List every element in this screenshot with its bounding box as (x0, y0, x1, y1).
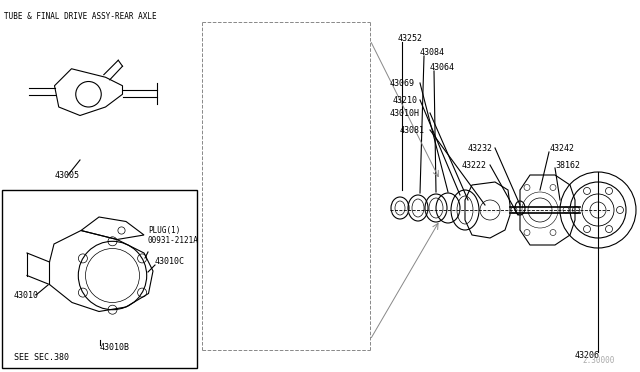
Text: 43069: 43069 (390, 78, 415, 87)
Text: 43010B: 43010B (100, 343, 130, 353)
Text: 38162: 38162 (555, 160, 580, 170)
Text: 43010H: 43010H (390, 109, 420, 118)
Text: 43242: 43242 (550, 144, 575, 153)
Text: 43064: 43064 (430, 62, 455, 71)
Text: SEE SEC.380: SEE SEC.380 (14, 353, 69, 362)
Text: PLUG(1): PLUG(1) (148, 225, 180, 234)
Text: 43206: 43206 (575, 350, 600, 359)
Bar (2, 190, 197, 368)
Text: 2.30000: 2.30000 (582, 356, 615, 365)
Text: 43210: 43210 (393, 96, 418, 105)
Text: 43005: 43005 (55, 170, 80, 180)
Text: 43232: 43232 (468, 144, 493, 153)
Text: 43252: 43252 (398, 33, 423, 42)
Text: 00931-2121A: 00931-2121A (148, 235, 199, 244)
Text: 43010C: 43010C (155, 257, 185, 266)
Text: 43010: 43010 (14, 291, 39, 299)
Text: 43222: 43222 (462, 160, 487, 170)
Text: TUBE & FINAL DRIVE ASSY-REAR AXLE: TUBE & FINAL DRIVE ASSY-REAR AXLE (4, 12, 157, 21)
Text: 43081: 43081 (400, 125, 425, 135)
Text: 43084: 43084 (420, 48, 445, 57)
